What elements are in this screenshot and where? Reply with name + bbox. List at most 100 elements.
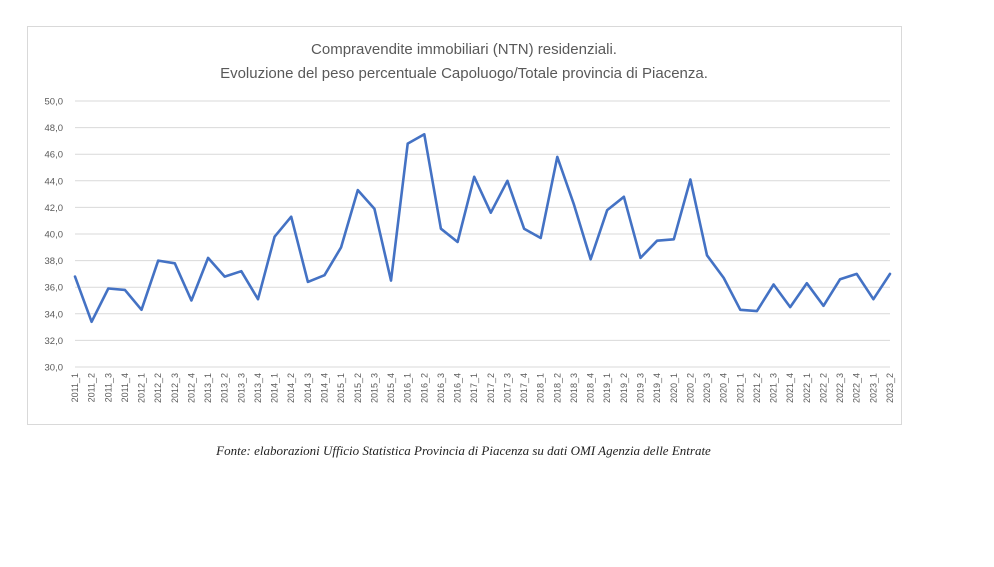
data-point <box>672 238 675 241</box>
x-tick-label: 2019_3 <box>636 373 646 403</box>
x-tick-label: 2016_1 <box>403 373 413 403</box>
x-tick-label: 2015_4 <box>386 373 396 403</box>
x-tick-label: 2016_3 <box>436 373 446 403</box>
data-point <box>622 195 625 198</box>
x-tick-label: 2022_1 <box>802 373 812 403</box>
x-tick-label: 2013_1 <box>203 373 213 403</box>
data-point <box>639 256 642 259</box>
data-point <box>506 179 509 182</box>
data-point <box>473 175 476 178</box>
data-point <box>423 133 426 136</box>
data-point <box>855 272 858 275</box>
data-point <box>822 304 825 307</box>
x-tick-label: 2022_4 <box>852 373 862 403</box>
x-tick-label: 2017_3 <box>502 373 512 403</box>
x-tick-label: 2012_4 <box>186 373 196 403</box>
x-tick-label: 2014_4 <box>319 373 329 403</box>
gridlines <box>75 100 890 368</box>
x-tick-label: 2017_2 <box>486 373 496 403</box>
y-tick-label: 42,0 <box>45 203 64 214</box>
x-tick-label: 2021_4 <box>785 373 795 403</box>
x-tick-label: 2020_3 <box>702 373 712 403</box>
x-tick-label: 2020_2 <box>685 373 695 403</box>
y-tick-label: 38,0 <box>45 256 64 267</box>
data-point <box>572 203 575 206</box>
line-chart: Compravendite immobiliari (NTN) residenz… <box>45 41 896 403</box>
x-tick-label: 2011_2 <box>87 373 97 402</box>
chart-frame: Compravendite immobiliari (NTN) residenz… <box>27 26 902 425</box>
x-tick-label: 2019_1 <box>602 373 612 403</box>
data-point <box>107 287 110 290</box>
y-tick-label: 30,0 <box>45 363 64 374</box>
data-point <box>373 207 376 210</box>
data-point <box>340 246 343 249</box>
y-tick-label: 50,0 <box>45 97 64 108</box>
data-point <box>489 211 492 214</box>
x-tick-label: 2014_2 <box>286 373 296 403</box>
x-tick-label: 2013_2 <box>220 373 230 403</box>
x-tick-label: 2014_3 <box>303 373 313 403</box>
data-point <box>755 310 758 313</box>
data-point <box>805 282 808 285</box>
data-point <box>356 189 359 192</box>
data-point <box>839 278 842 281</box>
data-point <box>889 272 891 275</box>
x-tick-label: 2021_1 <box>735 373 745 403</box>
x-axis-ticks: 2011_1 2011_2 2011_3 2011_4 2012_1 2012_2 2012… <box>70 373 895 403</box>
data-point <box>223 275 226 278</box>
x-tick-label: 2018_3 <box>569 373 579 403</box>
y-tick-label: 32,0 <box>45 336 64 347</box>
y-tick-label: 36,0 <box>45 283 64 294</box>
y-axis-ticks: 30,0 32,0 34,0 36,0 38,0 40,0 42,0 44,0 46,0 48,0… <box>45 97 64 374</box>
x-tick-label: 2022_3 <box>835 373 845 403</box>
x-tick-label: 2015_2 <box>353 373 363 403</box>
data-point <box>539 236 542 239</box>
data-point <box>772 283 775 286</box>
source-note: Fonte: elaborazioni Ufficio Statistica P… <box>216 443 711 458</box>
x-tick-label: 2012_2 <box>153 373 163 403</box>
y-tick-label: 40,0 <box>45 230 64 241</box>
x-tick-label: 2011_1 <box>70 373 80 402</box>
data-point <box>523 227 526 230</box>
x-tick-label: 2011_3 <box>103 373 113 402</box>
data-point <box>74 275 76 278</box>
data-point <box>256 298 259 301</box>
x-tick-label: 2015_1 <box>336 373 346 403</box>
x-tick-label: 2022_2 <box>818 373 828 403</box>
x-tick-label: 2018_2 <box>552 373 562 403</box>
x-tick-label: 2019_2 <box>619 373 629 403</box>
data-point <box>556 155 559 158</box>
x-tick-label: 2017_1 <box>469 373 479 403</box>
x-tick-label: 2013_3 <box>236 373 246 403</box>
x-tick-label: 2013_4 <box>253 373 263 403</box>
data-point <box>439 227 442 230</box>
data-point <box>406 142 409 145</box>
chart-title-line-2: Evoluzione del peso percentuale Capoluog… <box>220 65 708 82</box>
y-tick-label: 44,0 <box>45 176 64 187</box>
data-point <box>872 298 875 301</box>
data-point <box>706 254 709 257</box>
x-tick-label: 2023_2 <box>885 373 895 403</box>
x-tick-label: 2014_1 <box>270 373 280 403</box>
data-point <box>190 299 193 302</box>
data-point <box>90 320 93 323</box>
x-tick-label: 2023_1 <box>868 373 878 403</box>
x-tick-label: 2020_1 <box>669 373 679 403</box>
x-tick-label: 2017_4 <box>519 373 529 403</box>
x-tick-label: 2012_1 <box>137 373 147 403</box>
data-point <box>323 274 326 277</box>
x-tick-label: 2018_1 <box>536 373 546 403</box>
data-point <box>739 308 742 311</box>
data-point <box>306 280 309 283</box>
x-tick-label: 2019_4 <box>652 373 662 403</box>
x-tick-label: 2018_4 <box>586 373 596 403</box>
x-tick-label: 2020_4 <box>719 373 729 403</box>
data-point <box>722 276 725 279</box>
data-point <box>157 259 160 262</box>
data-point <box>456 240 459 243</box>
data-point <box>123 288 126 291</box>
data-point <box>207 256 210 259</box>
y-tick-label: 48,0 <box>45 123 64 134</box>
data-point <box>390 279 393 282</box>
data-point <box>290 215 293 218</box>
